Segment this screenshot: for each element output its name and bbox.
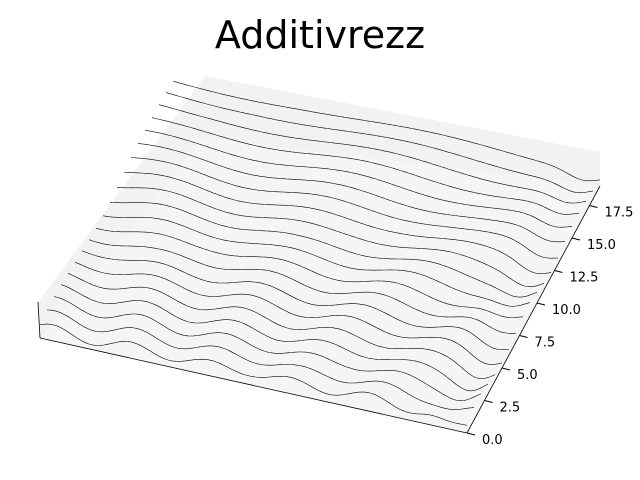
series-line-15	[144, 129, 573, 228]
series-line-1	[47, 309, 474, 410]
y-tick-mark	[501, 367, 511, 371]
series-line-9	[102, 215, 531, 307]
series-line-19	[172, 80, 601, 182]
back-pane-right	[205, 76, 600, 186]
series-line-7	[88, 239, 517, 334]
y-tick-mark	[484, 400, 493, 403]
y-tick-mark	[466, 432, 476, 436]
series-line-14	[137, 143, 565, 243]
series-line-5	[74, 261, 503, 365]
back-pane-left	[38, 76, 205, 338]
y-tick-mark	[536, 302, 546, 306]
series-line-10	[109, 201, 538, 298]
left-vertical-edge	[37, 301, 41, 339]
series-line-12	[124, 172, 552, 274]
y-tick-label: 2.5	[500, 401, 521, 416]
series-line-11	[116, 187, 545, 287]
series-line-18	[165, 92, 594, 193]
y-tick-label: 0.0	[482, 433, 503, 448]
y-axis-ticks: 0.0 2.5 5.0 7.5 10.0 12.5 15.0 17.5	[466, 205, 634, 448]
chart-title: Additivrezz	[215, 13, 425, 57]
y-tick-mark	[554, 270, 563, 273]
series-line-13	[130, 157, 559, 259]
series-line-2	[53, 296, 482, 401]
y-axis-line	[466, 185, 601, 434]
y-tick-mark	[589, 205, 598, 208]
y-tick-label: 15.0	[587, 238, 616, 253]
series-lines	[39, 80, 601, 426]
floor-pane	[40, 138, 600, 433]
y-tick-label: 5.0	[517, 368, 538, 383]
series-line-3	[60, 284, 489, 392]
y-tick-label: 12.5	[570, 271, 599, 286]
y-tick-label: 7.5	[535, 336, 556, 351]
series-line-6	[81, 250, 510, 350]
y-tick-mark	[519, 335, 528, 338]
y-tick-label: 10.0	[552, 303, 581, 318]
series-line-0	[39, 323, 468, 426]
series-line-8	[95, 227, 524, 318]
y-tick-label: 17.5	[605, 206, 634, 221]
y-tick-mark	[571, 237, 581, 241]
series-line-4	[67, 273, 496, 379]
series-line-17	[158, 104, 587, 204]
front-edge	[39, 337, 468, 434]
series-line-16	[151, 117, 580, 215]
